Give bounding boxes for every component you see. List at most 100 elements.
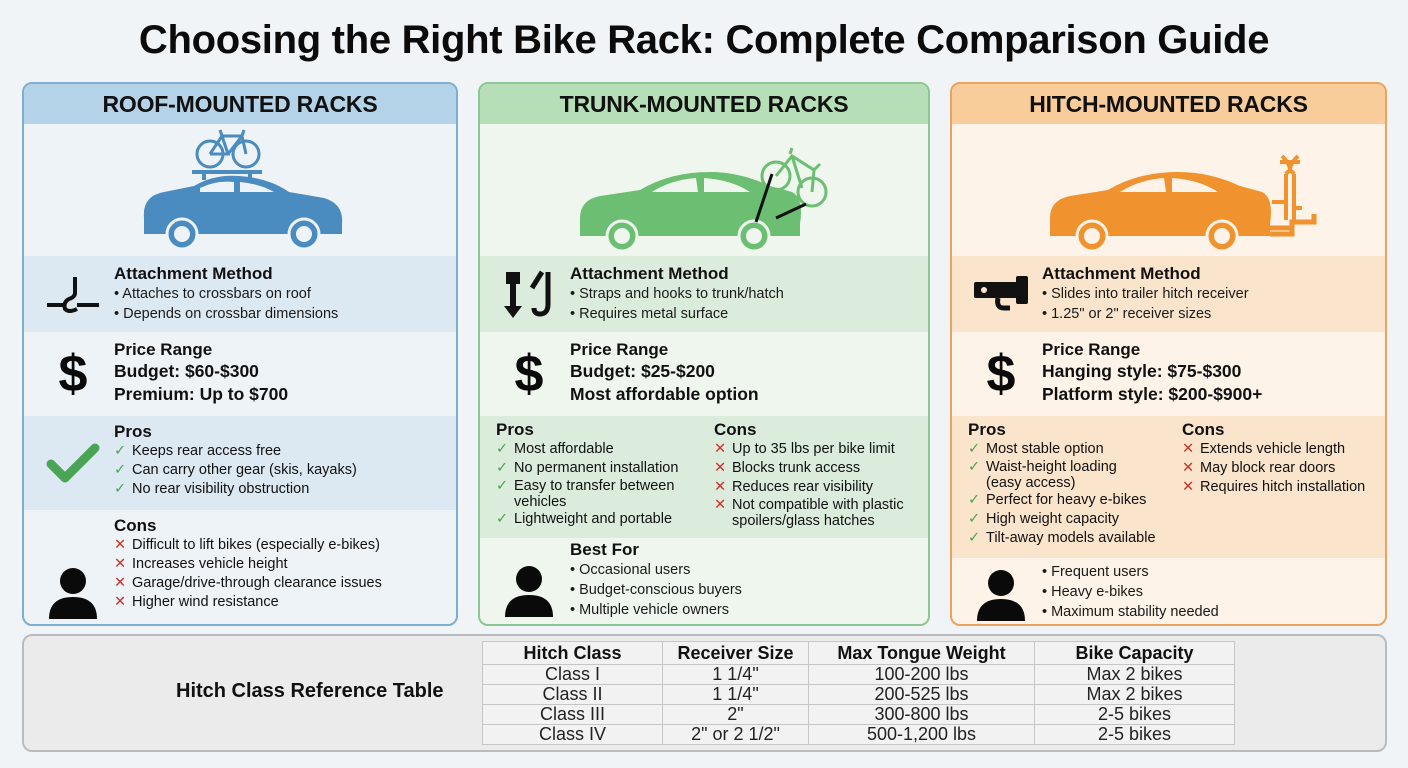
con-item: ✕ Reduces rear visibility xyxy=(714,479,874,495)
car-with-hitch-bike-icon xyxy=(1050,154,1317,253)
table-cell: 200-525 lbs xyxy=(808,684,1035,705)
price-section: $ Price Range Budget: $25-$200 Most affo… xyxy=(480,332,928,416)
pro-item: ✓ Tilt-away models available xyxy=(968,530,1156,546)
column-header: Hitch Class xyxy=(482,641,663,665)
pro-item: ✓ High weight capacity xyxy=(968,511,1119,527)
hitch-receiver-icon xyxy=(966,268,1036,320)
car-with-roof-bike-icon xyxy=(143,129,343,251)
cross-icon: ✕ xyxy=(714,479,727,495)
table-row: Class II 1 1/4" 200-525 lbs Max 2 bikes xyxy=(482,684,1235,705)
check-icon: ✓ xyxy=(968,441,981,457)
table-row: Class IV 2" or 2 1/2" 500-1,200 lbs 2-5 … xyxy=(482,724,1235,745)
attachment-bullet: • Straps and hooks to trunk/hatch xyxy=(570,286,784,302)
attachment-title: Attachment Method xyxy=(1042,264,1201,283)
cons-title: Cons xyxy=(114,516,157,535)
trunk-mounted-column: TRUNK-MOUNTED RACKS Attachment Method • … xyxy=(478,82,930,626)
table-cell: 2" or 2 1/2" xyxy=(662,724,809,745)
pros-cons-section: Pros ✓ Most stable option ✓ Waist-height l… xyxy=(952,416,1385,558)
table-cell: 2" xyxy=(662,704,809,725)
attachment-title: Attachment Method xyxy=(114,264,273,283)
table-cell: Class II xyxy=(482,684,663,705)
user-icon xyxy=(494,560,564,620)
con-item: ✕ Increases vehicle height xyxy=(114,556,288,572)
price-line: Budget: $60-$300 xyxy=(114,361,259,381)
cross-icon: ✕ xyxy=(714,497,727,513)
best-for-bullet: • Maximum stability needed xyxy=(1042,604,1219,620)
attachment-section: Attachment Method • Slides into trailer … xyxy=(952,256,1385,332)
cons-title: Cons xyxy=(1182,420,1225,439)
price-title: Price Range xyxy=(1042,340,1141,359)
cross-icon: ✕ xyxy=(1182,460,1195,476)
check-icon: ✓ xyxy=(114,462,127,478)
user-icon xyxy=(966,564,1036,624)
cons-title: Cons xyxy=(714,420,757,439)
pro-item: ✓ Easy to transfer between vehicles xyxy=(496,478,675,510)
hitch-mounted-column: HITCH-MOUNTED RACKS Attachment Method • … xyxy=(950,82,1387,626)
column-heading: HITCH-MOUNTED RACKS xyxy=(952,84,1385,124)
attachment-bullet: • Slides into trailer hitch receiver xyxy=(1042,286,1249,302)
pro-item: ✓ No rear visibility obstruction xyxy=(114,481,310,497)
table-cell: Max 2 bikes xyxy=(1034,664,1235,685)
price-title: Price Range xyxy=(114,340,213,359)
best-for-bullet: • Occasional users xyxy=(570,562,691,578)
attachment-section: Attachment Method • Attaches to crossbar… xyxy=(24,256,456,332)
price-line: Budget: $25-$200 xyxy=(570,361,715,381)
con-item: ✕ Difficult to lift bikes (especially e-b… xyxy=(114,537,380,553)
cons-list: Cons ✕ Extends vehicle length ✕ May block … xyxy=(1182,420,1382,497)
best-for-title: Best For xyxy=(570,540,639,559)
cross-icon: ✕ xyxy=(1182,441,1195,457)
best-for-section: Best For • Occasional users • Budget-con… xyxy=(480,538,928,624)
page-title: Choosing the Right Bike Rack: Complete C… xyxy=(138,18,1270,62)
pros-title: Pros xyxy=(968,420,1006,439)
pro-item: ✓ Perfect for heavy e-bikes xyxy=(968,492,1147,508)
cross-icon: ✕ xyxy=(714,441,727,457)
dollar-icon: $ xyxy=(514,345,544,403)
pro-item: ✓ No permanent installation xyxy=(496,460,679,476)
crossbar-hook-icon xyxy=(38,268,108,320)
pros-list: Pros ✓ Most stable option ✓ Waist-height l… xyxy=(968,420,1178,548)
table-cell: Max 2 bikes xyxy=(1034,684,1235,705)
cons-list: Cons ✕ Up to 35 lbs per bike limit ✕ Block… xyxy=(714,420,924,529)
pros-title: Pros xyxy=(114,422,152,441)
best-for-section: • Frequent users • Heavy e-bikes • Maxim… xyxy=(952,558,1385,624)
roof-car-illustration xyxy=(24,124,456,256)
con-item: ✕ Higher wind resistance xyxy=(114,594,279,610)
attachment-bullet: • 1.25" or 2" receiver sizes xyxy=(1042,306,1212,322)
pros-cons-section: Pros ✓ Most affordable ✓ No permanent inst… xyxy=(480,416,928,538)
best-for-bullet: • Multiple vehicle owners xyxy=(570,602,730,618)
price-section: $ Price Range Budget: $60-$300 Premium: … xyxy=(24,332,456,416)
best-for-bullet: • Budget-conscious buyers xyxy=(570,582,742,598)
price-line: Hanging style: $75-$300 xyxy=(1042,361,1242,381)
pro-item: ✓ Most stable option xyxy=(968,441,1104,457)
con-item: ✕ May block rear doors xyxy=(1182,460,1336,476)
check-icon: ✓ xyxy=(968,530,981,546)
con-item: ✕ Blocks trunk access xyxy=(714,460,861,476)
table-header-row: Hitch Class Receiver Size Max Tongue Wei… xyxy=(482,641,1235,665)
table-cell: Class III xyxy=(482,704,663,725)
column-header: Max Tongue Weight xyxy=(808,641,1035,665)
user-icon xyxy=(38,562,108,622)
pro-item: ✓ Lightweight and portable xyxy=(496,511,673,527)
dollar-icon: $ xyxy=(986,345,1016,403)
check-icon: ✓ xyxy=(968,511,981,527)
cons-section: Cons ✕ Difficult to lift bikes (especiall… xyxy=(24,510,456,624)
pro-item: ✓ Most affordable xyxy=(496,441,614,457)
cross-icon: ✕ xyxy=(114,556,127,572)
strap-hook-icon xyxy=(494,266,564,322)
hitch-class-reference-panel: Hitch Class Reference Table Hitch Class … xyxy=(22,634,1387,752)
check-icon: ✓ xyxy=(968,459,981,475)
cross-icon: ✕ xyxy=(114,575,127,591)
check-icon: ✓ xyxy=(496,478,509,494)
table-cell: 2-5 bikes xyxy=(1034,704,1235,725)
con-item: ✕ Up to 35 lbs per bike limit xyxy=(714,441,895,457)
check-icon: ✓ xyxy=(114,481,127,497)
pros-section: Pros ✓ Keeps rear access free ✓ Can carry … xyxy=(24,416,456,510)
hitch-car-illustration xyxy=(952,124,1385,256)
table-cell: 500-1,200 lbs xyxy=(808,724,1035,745)
cross-icon: ✕ xyxy=(114,594,127,610)
price-section: $ Price Range Hanging style: $75-$300 Pl… xyxy=(952,332,1385,416)
column-heading: ROOF-MOUNTED RACKS xyxy=(24,84,456,124)
table-cell: 1 1/4" xyxy=(662,684,809,705)
attachment-section: Attachment Method • Straps and hooks to … xyxy=(480,256,928,332)
check-icon: ✓ xyxy=(496,441,509,457)
